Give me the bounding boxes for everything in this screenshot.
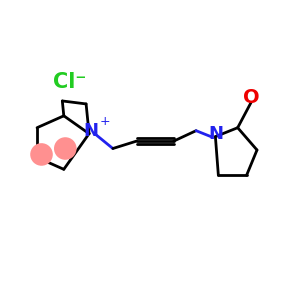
Text: +: +	[99, 115, 110, 128]
Circle shape	[54, 137, 76, 160]
Circle shape	[30, 143, 53, 166]
Text: O: O	[243, 88, 260, 106]
Text: N: N	[83, 122, 98, 140]
Text: N: N	[208, 125, 224, 143]
Text: Cl⁻: Cl⁻	[53, 72, 86, 92]
